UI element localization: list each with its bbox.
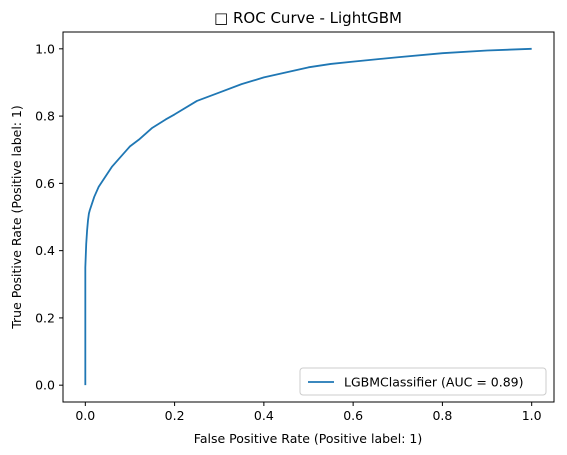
y-tick-label: 0.4 <box>35 243 55 258</box>
roc-curve-line <box>84 47 532 386</box>
series-layer <box>84 47 532 386</box>
y-tick-label: 0.2 <box>35 310 55 325</box>
y-tick-label: 0.8 <box>35 109 55 124</box>
legend-box <box>299 367 547 396</box>
legend: LGBMClassifier (AUC = 0.89) <box>299 367 547 396</box>
chart-title: □ ROC Curve - LightGBM <box>214 9 402 27</box>
x-tick-label: 0.8 <box>432 408 452 423</box>
x-tick-label: 0.6 <box>343 408 363 423</box>
x-tick-label: 0.2 <box>165 408 185 423</box>
y-tick-label: 0.6 <box>35 176 55 191</box>
plot-frame <box>62 31 555 403</box>
x-tick-label: 1.0 <box>522 408 542 423</box>
y-tick-label: 0.0 <box>35 378 55 393</box>
legend-label: LGBMClassifier (AUC = 0.89) <box>344 375 523 390</box>
y-axis-label: True Positive Rate (Positive label: 1) <box>9 105 24 330</box>
x-tick-label: 0.4 <box>254 408 274 423</box>
x-axis-label: False Positive Rate (Positive label: 1) <box>194 431 422 446</box>
x-tick-label: 0.0 <box>75 408 95 423</box>
y-tick-label: 1.0 <box>35 41 55 56</box>
x-axis-ticks: 0.0 0.2 0.4 0.6 0.8 1.0 <box>75 402 542 423</box>
y-axis-ticks: 0.0 0.2 0.4 0.6 0.8 1.0 <box>35 41 63 393</box>
